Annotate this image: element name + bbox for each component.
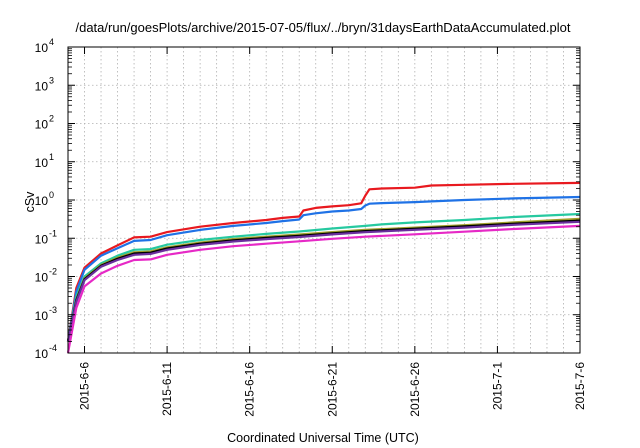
x-tick-label: 2015-6-26 [408,362,422,417]
x-axis-label: Coordinated Universal Time (UTC) [227,431,419,445]
y-tick-label: 10 [35,347,49,361]
y-tick-exponent: -4 [49,343,57,353]
x-tick-label: 2015-6-21 [325,362,339,417]
y-tick-label: 10 [35,41,49,55]
y-tick-exponent: -3 [49,305,57,315]
y-tick-label: 10 [35,309,49,323]
y-tick-label: 10 [35,156,49,170]
y-tick-label: 10 [35,194,49,208]
chart-title: /data/run/goesPlots/archive/2015-07-05/f… [75,20,570,35]
y-tick-label: 10 [35,232,49,246]
x-tick-label: 2015-7-6 [573,362,587,410]
grid-lines [68,47,580,353]
series-line-6 [66,220,581,342]
x-tick-label: 2015-6-11 [160,362,174,416]
series-line-2 [66,195,581,342]
y-tick-label: 10 [35,118,49,132]
series-line-3 [66,212,581,342]
series-line-1 [66,181,581,342]
y-tick-exponent: 0 [49,190,54,200]
y-tick-exponent: 3 [49,75,54,85]
y-axis-label: cSv [23,191,37,213]
series-line-7 [66,224,581,354]
y-tick-exponent: 1 [49,152,54,162]
y-tick-exponent: 2 [49,114,54,124]
x-ticks: 2015-6-6 2015-6-11 2015-6-16 2015-6-21 2015-… [78,47,587,417]
y-tick-label: 10 [35,271,49,285]
x-tick-label: 2015-6-6 [78,362,92,410]
y-tick-exponent: -1 [49,228,57,238]
x-tick-label: 2015-7-1 [490,362,504,410]
y-tick-label: 10 [35,79,49,93]
series-group [66,181,581,354]
y-tick-exponent: 4 [49,37,54,47]
y-tick-exponent: -2 [49,267,57,277]
x-tick-label: 2015-6-16 [243,362,257,417]
